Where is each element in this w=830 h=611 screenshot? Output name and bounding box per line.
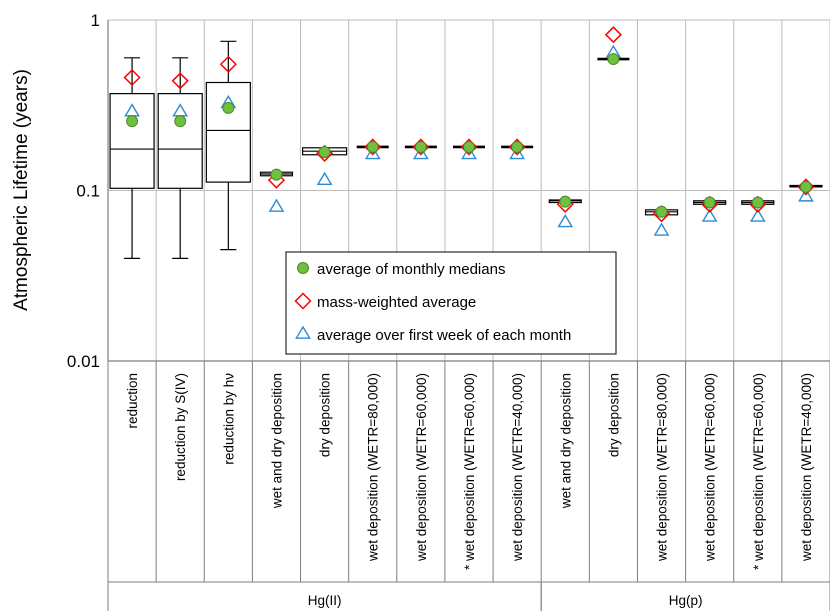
legend-item: mass-weighted average [294, 292, 476, 311]
category-label: wet deposition (WETR=80,000) [655, 373, 670, 562]
point-circle [511, 140, 524, 153]
point-circle [366, 140, 379, 153]
group-label: Hg(II) [308, 593, 342, 608]
category-label: * wet deposition (WETR=60,000) [462, 373, 477, 570]
point-triangle [701, 208, 718, 222]
y-axis: 0.01 0.1 1 [67, 11, 109, 371]
legend-box [285, 251, 617, 355]
point-triangle [461, 145, 477, 160]
category-label: reduction [125, 373, 140, 429]
point-diamond [604, 26, 622, 44]
point-circle [799, 180, 812, 193]
legend-marker-diamond [294, 292, 312, 310]
y-tick-label: 0.01 [67, 352, 100, 371]
point-circle [414, 140, 427, 153]
point-triangle [653, 222, 670, 236]
legend: average of monthly medians mass-weighted … [285, 251, 617, 355]
category-label: reduction by hν [221, 373, 236, 465]
point-circle [318, 146, 331, 159]
y-tick-label: 0.1 [76, 182, 100, 201]
point-circle [222, 101, 235, 114]
point-triangle [557, 214, 574, 228]
category-label: wet deposition (WETR=80,000) [366, 373, 381, 562]
point-triangle [509, 145, 526, 160]
point-circle [655, 205, 668, 218]
category-label: wet deposition (WETR=40,000) [510, 373, 525, 562]
point-triangle [364, 145, 381, 160]
box-iqr [109, 93, 155, 189]
category-label: reduction by S(IV) [173, 373, 188, 481]
legend-marker-circle [297, 262, 309, 274]
category-label: wet deposition (WETR=60,000) [703, 373, 718, 562]
legend-item: average over first week of each month [295, 325, 571, 344]
point-circle [270, 168, 283, 181]
point-diamond [123, 68, 141, 87]
point-triangle [798, 188, 814, 202]
point-circle [559, 195, 572, 208]
point-triangle [749, 208, 766, 222]
box-0 [109, 57, 155, 259]
category-label: wet and dry deposition [269, 373, 284, 509]
point-triangle [316, 171, 333, 186]
category-label: wet deposition (WETR=40,000) [799, 373, 814, 562]
point-circle [174, 115, 187, 128]
category-table: reduction reduction by S(IV) reduction by … [107, 360, 830, 611]
point-circle [751, 196, 764, 209]
legend-label: mass-weighted average [317, 294, 476, 311]
point-circle [126, 115, 139, 128]
category-label: wet deposition (WETR=60,000) [414, 373, 429, 562]
legend-marker-triangle [295, 325, 311, 339]
legend-label: average over first week of each month [317, 327, 571, 344]
point-circle [463, 140, 475, 153]
legend-label: average of monthly medians [317, 261, 505, 278]
point-triangle [412, 145, 429, 160]
box-1 [157, 57, 203, 259]
category-label: dry deposition [606, 373, 621, 457]
point-circle [703, 196, 716, 209]
y-axis-title: Atmospheric Lifetime (years) [11, 69, 32, 311]
group-label: Hg(p) [669, 593, 703, 608]
legend-item: average of monthly medians [297, 261, 505, 278]
marker-layer [123, 26, 815, 236]
category-label: wet and dry deposition [558, 373, 573, 509]
box-iqr [157, 93, 203, 189]
box-iqr [205, 81, 251, 183]
box-2 [205, 40, 251, 251]
category-label: * wet deposition (WETR=60,000) [751, 373, 766, 570]
category-label: dry deposition [318, 373, 333, 457]
y-tick-label: 1 [91, 11, 100, 30]
point-circle [607, 53, 620, 66]
point-diamond [219, 55, 237, 73]
point-triangle [268, 198, 285, 212]
point-diamond [171, 72, 189, 90]
